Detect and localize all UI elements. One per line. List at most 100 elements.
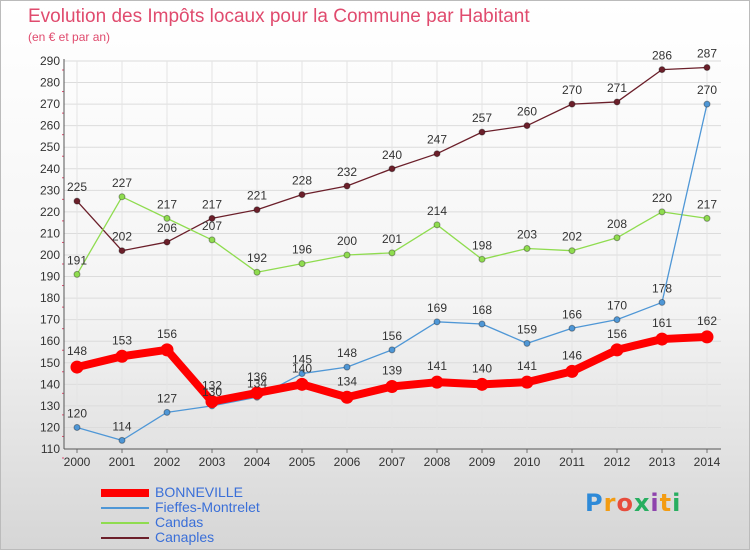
data-label: 141 [517, 359, 537, 373]
data-label: 203 [517, 228, 537, 242]
legend-item: Candas [101, 515, 260, 530]
data-label: 286 [652, 49, 672, 63]
data-label: 208 [607, 217, 627, 231]
y-tick-label: 160 [40, 334, 60, 348]
legend-label: Candas [155, 514, 204, 530]
data-label: 130 [202, 385, 222, 399]
data-label: 240 [382, 148, 402, 162]
data-label: 161 [652, 316, 672, 330]
data-label: 198 [472, 238, 492, 252]
data-point [433, 221, 441, 229]
data-point [703, 214, 711, 222]
data-point [658, 66, 666, 74]
data-label: 260 [517, 105, 537, 119]
legend-label: BONNEVILLE [155, 484, 243, 500]
data-label: 192 [247, 251, 267, 265]
data-point [388, 346, 396, 354]
data-point [565, 364, 579, 378]
proxiti-logo: Proxiti [585, 489, 681, 517]
x-tick-label: 2006 [334, 455, 361, 469]
chart-title: Evolution des Impôts locaux pour la Comm… [28, 6, 530, 27]
y-tick-label: 240 [40, 162, 60, 176]
data-label: 132 [202, 379, 222, 393]
x-tick-label: 2014 [694, 455, 721, 469]
data-point [295, 377, 309, 391]
logo-letter: i [672, 489, 682, 517]
data-label: 202 [112, 230, 132, 244]
data-point [658, 208, 666, 216]
data-point [73, 423, 81, 431]
data-point [568, 100, 576, 108]
y-tick-label: 230 [40, 183, 60, 197]
data-label: 120 [67, 406, 87, 420]
logo-letter: r [603, 489, 617, 517]
logo-letter: x [633, 489, 651, 517]
data-label: 140 [292, 361, 312, 375]
data-label: 170 [607, 299, 627, 313]
y-tick-label: 140 [40, 377, 60, 391]
legend-swatch [101, 488, 149, 497]
data-point [208, 214, 216, 222]
data-point [298, 370, 306, 378]
data-label: 196 [292, 243, 312, 257]
data-point [523, 245, 531, 253]
y-tick-label: 130 [40, 399, 60, 413]
x-tick-label: 2007 [379, 455, 406, 469]
data-point [478, 128, 486, 136]
y-tick-label: 290 [40, 54, 60, 68]
data-label: 162 [697, 314, 717, 328]
data-point [475, 377, 489, 391]
data-point [613, 98, 621, 106]
x-tick-label: 2002 [154, 455, 181, 469]
y-tick-label: 180 [40, 291, 60, 305]
data-point [343, 182, 351, 190]
y-tick-label: 200 [40, 248, 60, 262]
data-label: 139 [382, 363, 402, 377]
data-label: 225 [67, 180, 87, 194]
data-point [658, 298, 666, 306]
data-point [433, 318, 441, 326]
x-tick-label: 2013 [649, 455, 676, 469]
data-point [340, 390, 354, 404]
y-tick-label: 250 [40, 140, 60, 154]
data-label: 206 [157, 221, 177, 235]
series-candas [73, 193, 711, 278]
data-point [205, 395, 219, 409]
logo-letter: i [650, 489, 660, 517]
data-point [523, 339, 531, 347]
legend-swatch [101, 506, 149, 509]
data-point [163, 238, 171, 246]
data-label: 134 [247, 376, 267, 390]
x-tick-label: 2005 [289, 455, 316, 469]
y-tick-label: 220 [40, 205, 60, 219]
data-point [208, 236, 216, 244]
data-label: 166 [562, 307, 582, 321]
data-point [118, 193, 126, 201]
logo-letter: P [585, 489, 604, 517]
data-label: 168 [472, 303, 492, 317]
data-point [613, 234, 621, 242]
data-label: 140 [472, 361, 492, 375]
data-point [520, 375, 534, 389]
data-label: 114 [112, 419, 131, 433]
x-tick-label: 2001 [109, 455, 136, 469]
chart-subtitle: (en € et par an) [28, 30, 111, 44]
y-tick-label: 270 [40, 97, 60, 111]
x-tick-label: 2009 [469, 455, 496, 469]
data-point [430, 375, 444, 389]
data-label: 217 [697, 197, 717, 211]
data-label: 146 [562, 348, 582, 362]
data-label: 156 [382, 329, 402, 343]
legend-item: Fieffes-Montrelet [101, 500, 260, 515]
data-label: 214 [427, 204, 447, 218]
data-label: 207 [202, 219, 222, 233]
y-tick-label: 260 [40, 119, 60, 133]
data-point [160, 343, 174, 357]
data-label: 220 [652, 191, 672, 205]
data-point [478, 320, 486, 328]
data-label: 159 [517, 322, 537, 336]
data-point [73, 197, 81, 205]
data-label: 153 [112, 333, 132, 347]
